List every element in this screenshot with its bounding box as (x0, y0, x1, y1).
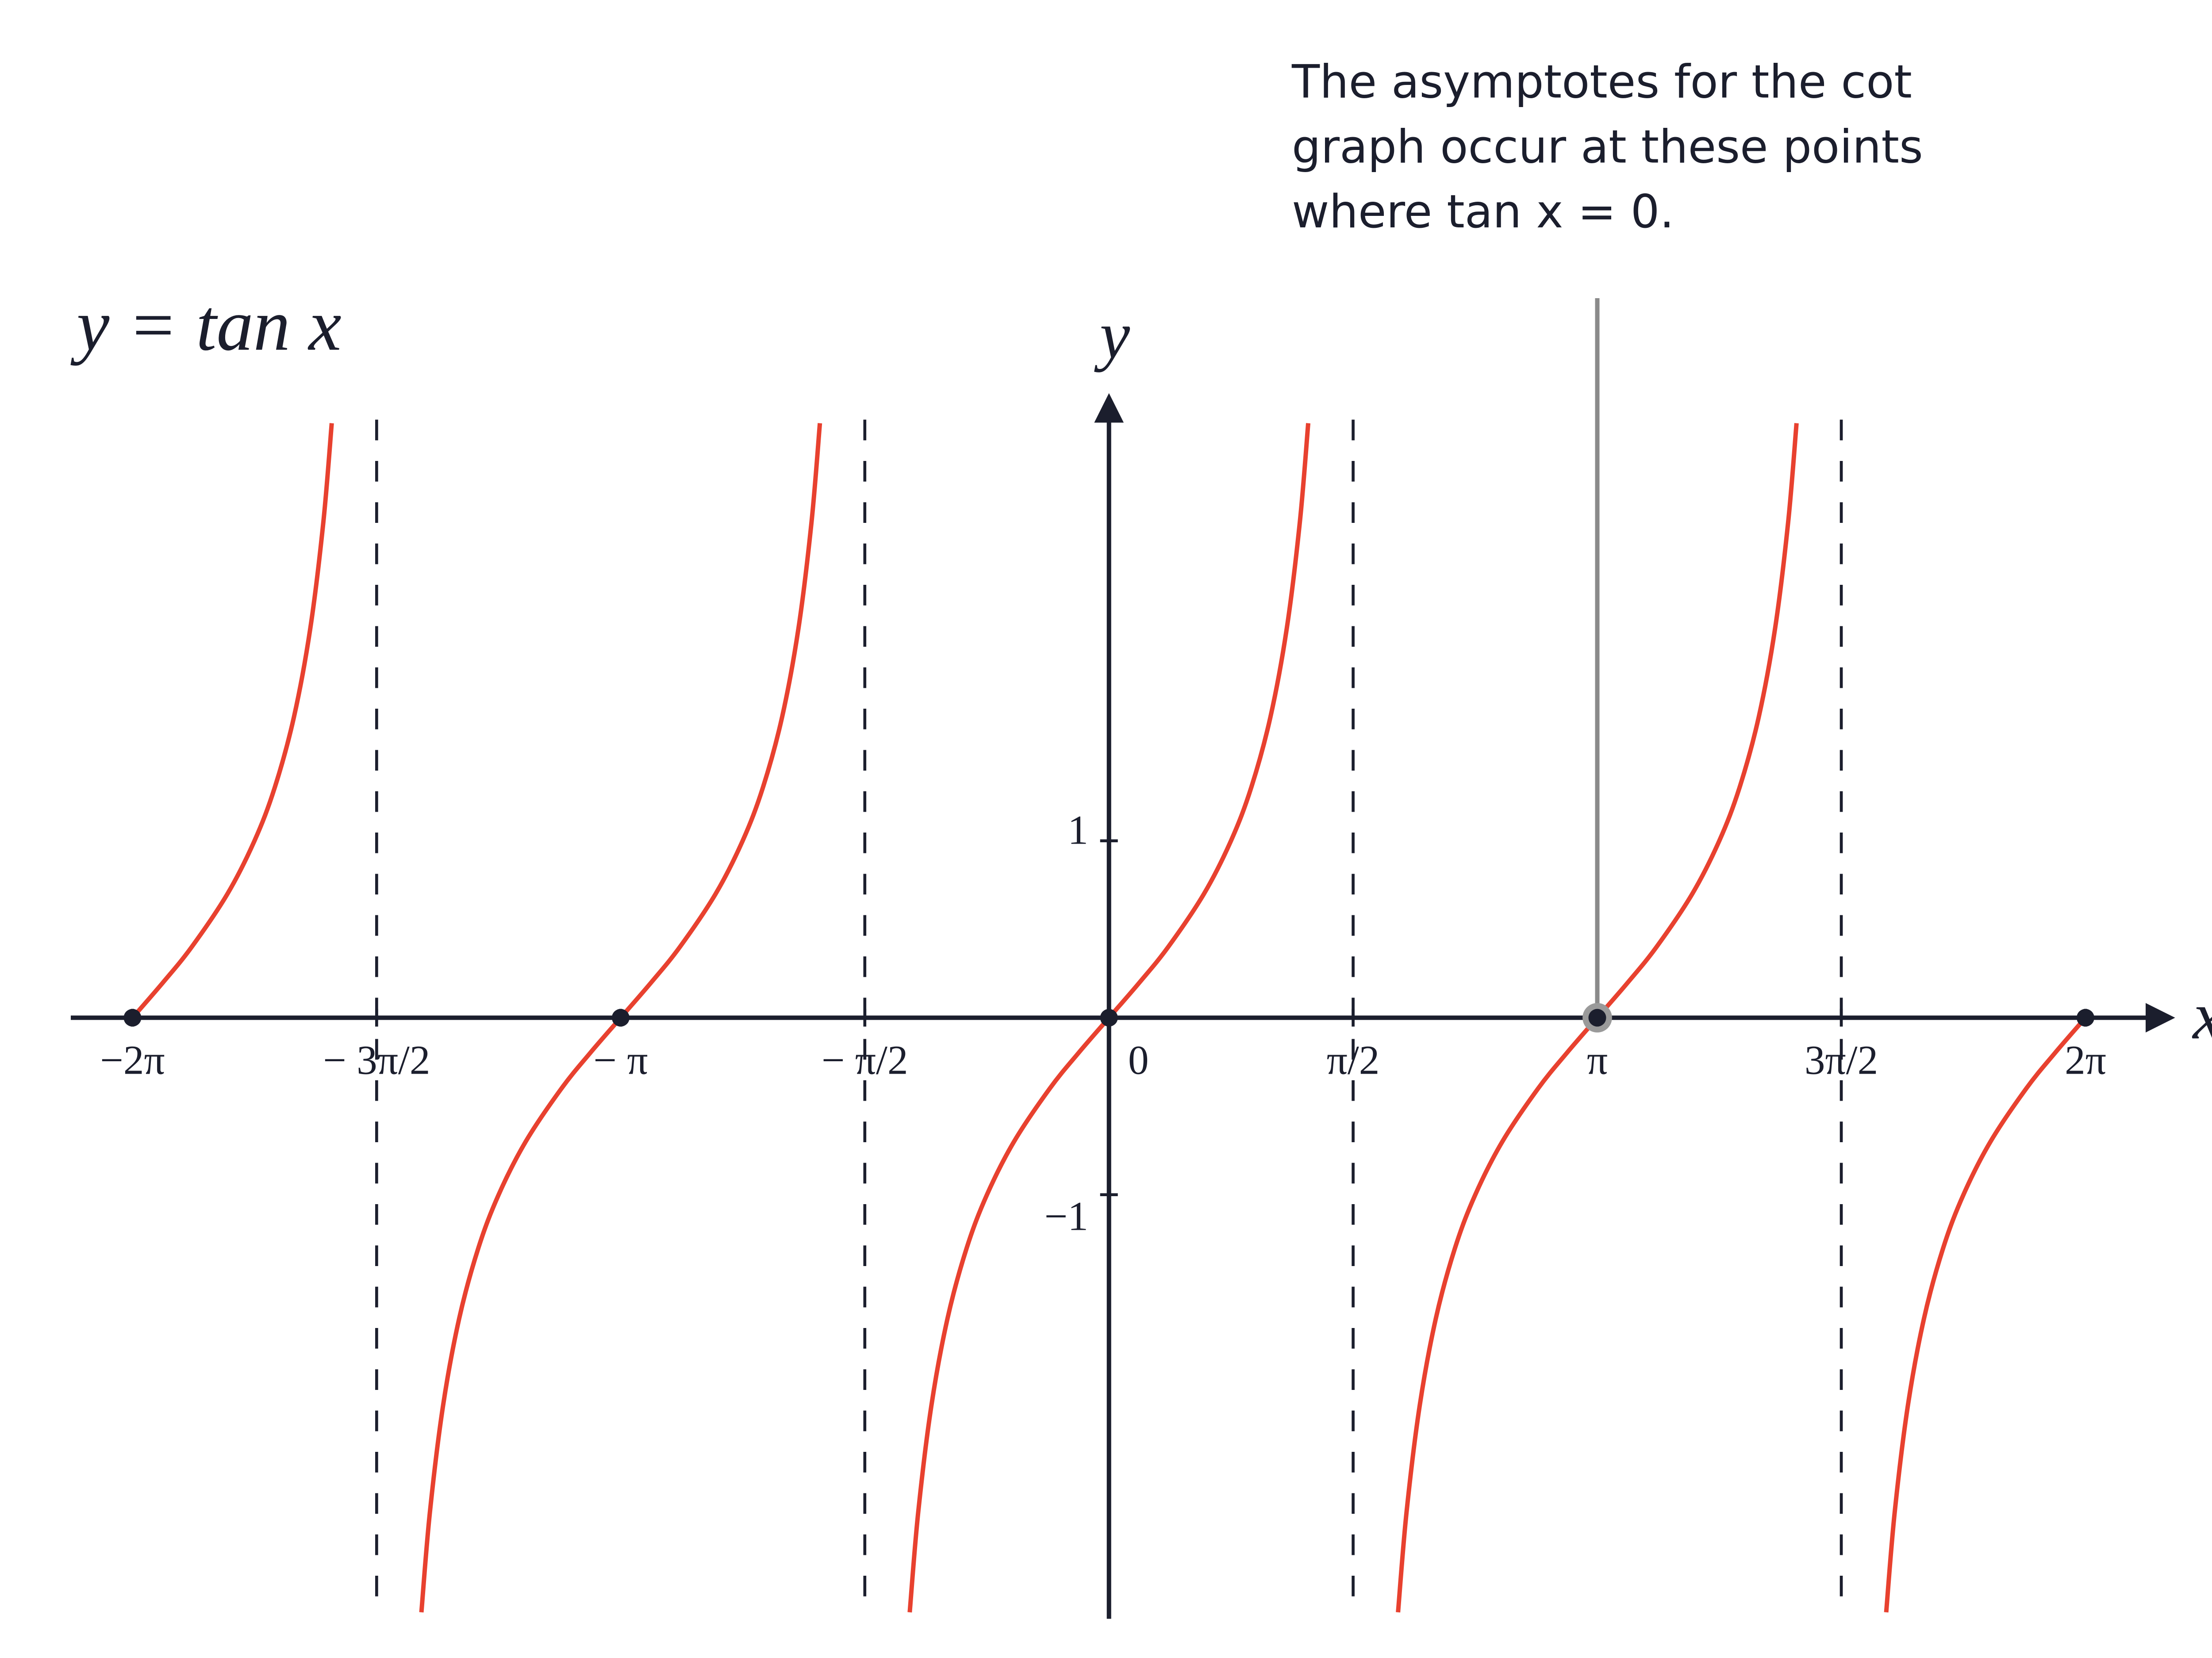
x-axis-label: x (2192, 978, 2212, 1053)
x-tick-label: 0 (1128, 1037, 1149, 1083)
annotation-line: graph occur at these points (1292, 120, 1923, 173)
zero-point (2076, 1009, 2094, 1027)
y-axis-label: y (1094, 298, 1130, 373)
x-tick-label: − π (593, 1037, 648, 1083)
annotation-line: where tan x = 0. (1292, 185, 1674, 238)
x-axis-arrow (2146, 1003, 2175, 1032)
x-tick-label: − 3π/2 (323, 1037, 430, 1083)
y-axis-arrow (1094, 393, 1124, 423)
y-tick-label: 1 (1068, 807, 1088, 853)
tan-curve (131, 423, 334, 1019)
zero-point (611, 1009, 630, 1027)
annotation-line: The asymptotes for the cot (1291, 56, 1912, 109)
zero-point (1100, 1009, 1118, 1027)
zero-point (123, 1009, 142, 1027)
chart-title: y = tan x (70, 284, 341, 366)
x-tick-label: −2π (100, 1037, 165, 1083)
x-tick-label: π/2 (1327, 1037, 1380, 1083)
x-tick-label: π (1587, 1037, 1608, 1083)
x-tick-label: 3π/2 (1805, 1037, 1878, 1083)
x-tick-label: − π/2 (822, 1037, 908, 1083)
y-tick-label: −1 (1045, 1194, 1088, 1240)
tan-curve (1884, 1016, 2087, 1613)
zero-point (1588, 1009, 1606, 1027)
x-tick-label: 2π (2065, 1037, 2106, 1083)
